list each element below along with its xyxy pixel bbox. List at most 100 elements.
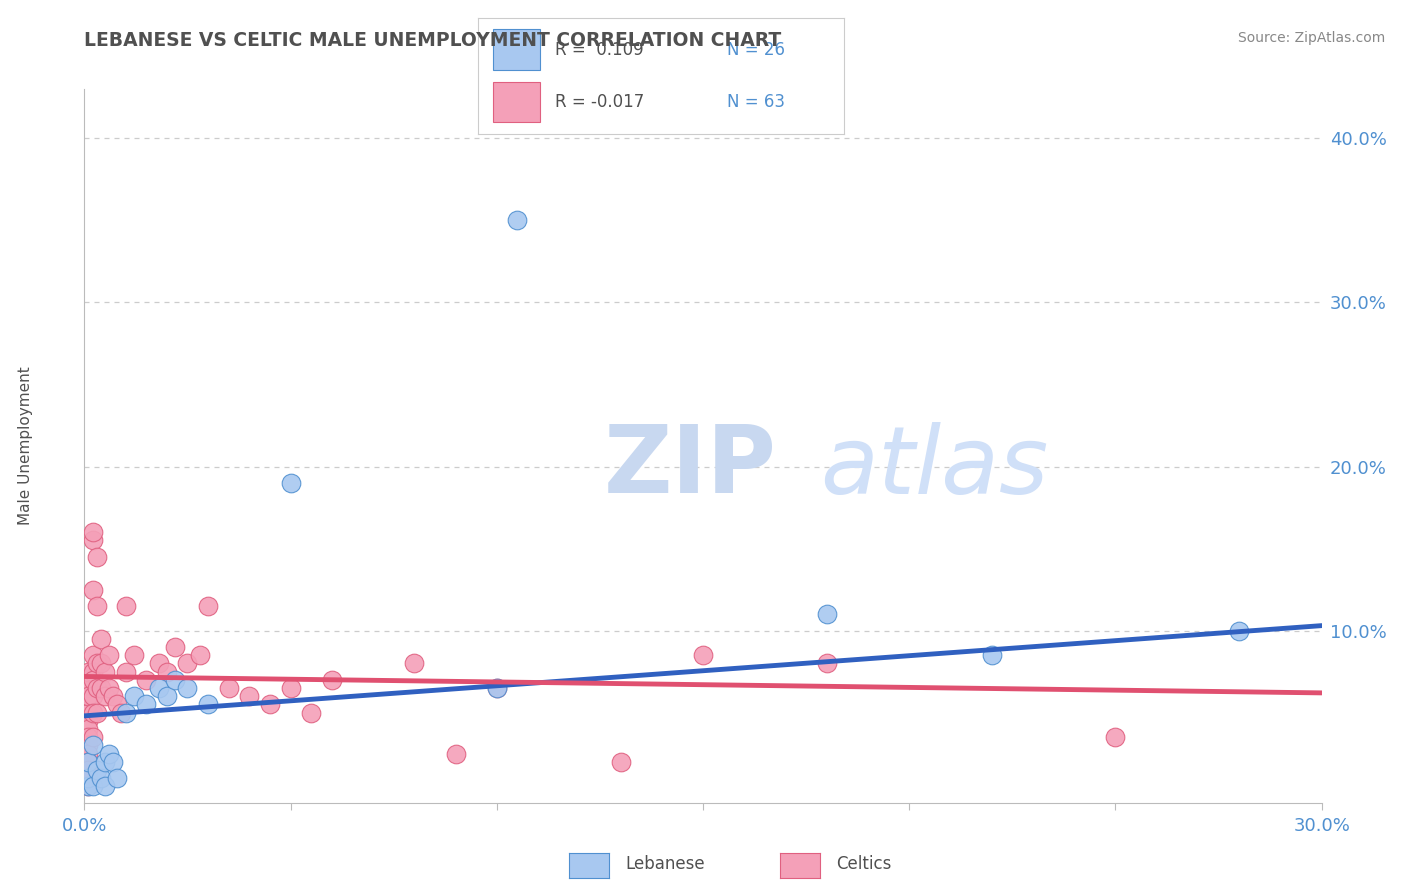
Point: [77, 673, 100, 687]
Point: [82, 739, 104, 753]
Point: [77, 706, 100, 720]
Point: [1104, 730, 1126, 744]
Point: [77, 780, 100, 794]
Point: [280, 681, 302, 695]
Text: N = 26: N = 26: [727, 41, 785, 59]
Point: [485, 681, 508, 695]
Point: [815, 607, 838, 622]
Point: [82, 730, 104, 744]
Point: [77, 698, 100, 712]
Point: [114, 599, 136, 613]
Point: [156, 665, 179, 679]
Text: Lebanese: Lebanese: [626, 855, 706, 873]
Text: atlas: atlas: [821, 422, 1049, 513]
Point: [86, 763, 108, 777]
Point: [148, 657, 170, 671]
Point: [82, 665, 104, 679]
Text: Male Unemployment: Male Unemployment: [18, 367, 32, 525]
Point: [77, 771, 100, 785]
Point: [98, 648, 121, 662]
Point: [94, 689, 117, 703]
Point: [82, 673, 104, 687]
Text: LEBANESE VS CELTIC MALE UNEMPLOYMENT CORRELATION CHART: LEBANESE VS CELTIC MALE UNEMPLOYMENT COR…: [84, 31, 782, 50]
Text: Celtics: Celtics: [837, 855, 891, 873]
Point: [77, 681, 100, 695]
Point: [77, 771, 100, 785]
Point: [86, 657, 108, 671]
Point: [259, 698, 281, 712]
Point: [86, 549, 108, 564]
Point: [609, 755, 631, 769]
Point: [77, 739, 100, 753]
Point: [77, 689, 100, 703]
Point: [86, 681, 108, 695]
Point: [176, 681, 198, 695]
Point: [77, 755, 100, 769]
Point: [122, 648, 145, 662]
Point: [77, 714, 100, 728]
Point: [82, 706, 104, 720]
Point: [122, 689, 145, 703]
Point: [90, 771, 112, 785]
Point: [82, 648, 104, 662]
Point: [135, 673, 157, 687]
Point: [90, 632, 112, 646]
Point: [103, 755, 125, 769]
Point: [110, 706, 132, 720]
Point: [321, 673, 343, 687]
Point: [404, 657, 426, 671]
Point: [156, 689, 179, 703]
Point: [90, 657, 112, 671]
Point: [77, 755, 100, 769]
Point: [77, 780, 100, 794]
Point: [90, 681, 112, 695]
Point: [506, 213, 529, 227]
Text: Source: ZipAtlas.com: Source: ZipAtlas.com: [1237, 31, 1385, 45]
Point: [280, 475, 302, 490]
Point: [114, 706, 136, 720]
Point: [86, 599, 108, 613]
Point: [105, 698, 128, 712]
Point: [980, 648, 1002, 662]
Point: [485, 681, 508, 695]
Point: [77, 730, 100, 744]
Point: [815, 657, 838, 671]
Point: [105, 771, 128, 785]
Point: [94, 780, 117, 794]
Point: [165, 673, 187, 687]
Point: [77, 722, 100, 736]
Bar: [492, 29, 540, 70]
Point: [82, 582, 104, 597]
Text: ZIP: ZIP: [605, 421, 778, 514]
Text: R =  0.109: R = 0.109: [555, 41, 644, 59]
Point: [1227, 624, 1250, 638]
Point: [692, 648, 714, 662]
Point: [444, 747, 467, 761]
Point: [82, 525, 104, 540]
Point: [82, 533, 104, 548]
Point: [103, 689, 125, 703]
Point: [188, 648, 211, 662]
Point: [299, 706, 322, 720]
Point: [197, 698, 219, 712]
Point: [77, 747, 100, 761]
Point: [135, 698, 157, 712]
Point: [238, 689, 260, 703]
Point: [98, 681, 121, 695]
Point: [86, 706, 108, 720]
Point: [165, 640, 187, 654]
Point: [94, 665, 117, 679]
Text: R = -0.017: R = -0.017: [555, 93, 644, 111]
Point: [148, 681, 170, 695]
Point: [114, 665, 136, 679]
Point: [94, 755, 117, 769]
Text: N = 63: N = 63: [727, 93, 785, 111]
Point: [77, 763, 100, 777]
Point: [197, 599, 219, 613]
Point: [77, 665, 100, 679]
Point: [82, 689, 104, 703]
Point: [98, 747, 121, 761]
Point: [218, 681, 240, 695]
Bar: [492, 82, 540, 122]
Point: [82, 780, 104, 794]
